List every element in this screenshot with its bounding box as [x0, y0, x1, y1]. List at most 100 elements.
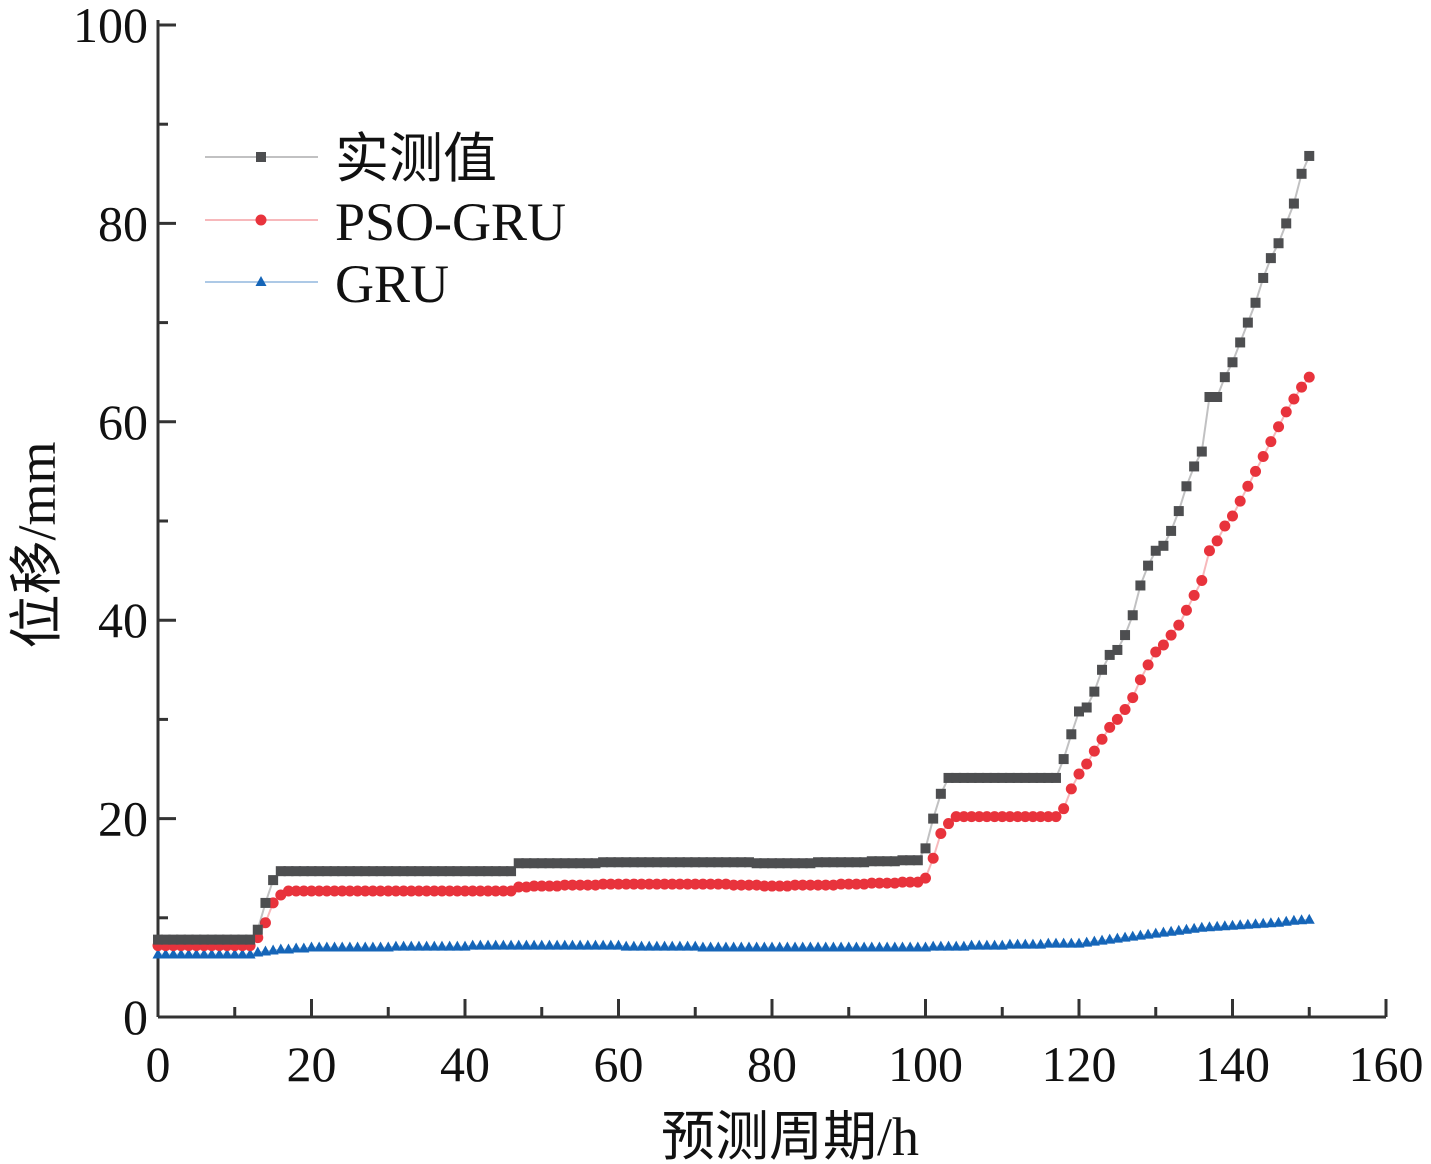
data-point-gru — [306, 941, 317, 952]
data-point-measured — [498, 866, 509, 877]
data-point-pso-gru — [490, 885, 502, 897]
data-point-gru — [267, 944, 279, 955]
data-point-pso-gru — [444, 885, 456, 897]
data-point-gru — [152, 948, 164, 959]
data-point-measured — [191, 934, 202, 945]
data-point-measured — [390, 866, 401, 877]
data-point-gru — [1142, 928, 1154, 939]
data-point-pso-gru — [306, 885, 317, 897]
data-point-measured — [329, 866, 340, 877]
data-point-pso-gru — [1150, 646, 1162, 658]
data-point-pso-gru — [643, 878, 655, 890]
data-point-pso-gru — [543, 880, 555, 892]
legend-item-measured: 实测值 — [205, 129, 497, 189]
legend-label-pso-gru: PSO-GRU — [335, 192, 566, 252]
data-point-measured — [1212, 392, 1223, 402]
data-point-measured — [797, 858, 808, 869]
data-point-measured — [375, 866, 386, 877]
data-point-pso-gru — [1203, 545, 1215, 557]
data-point-gru — [375, 941, 387, 952]
data-point-gru — [674, 940, 686, 951]
data-point-measured — [897, 855, 908, 866]
data-point-pso-gru — [904, 876, 916, 888]
data-point-gru — [566, 939, 578, 950]
data-point-measured — [153, 934, 163, 945]
x-tick-label: 40 — [440, 1036, 490, 1092]
data-point-pso-gru — [1111, 713, 1123, 725]
data-point-measured — [790, 858, 801, 869]
data-point-measured — [1296, 168, 1307, 179]
data-point-measured — [1304, 150, 1315, 161]
data-point-gru — [705, 941, 717, 952]
data-point-gru — [1150, 927, 1162, 938]
data-point-pso-gru — [413, 885, 425, 897]
data-point-measured — [352, 866, 363, 877]
y-axis-title: 位移/mm — [7, 441, 67, 648]
data-point-pso-gru — [1019, 811, 1031, 823]
data-point-pso-gru — [973, 811, 985, 823]
x-tick-label: 140 — [1195, 1036, 1270, 1092]
legend-marker-pso-gru — [255, 214, 267, 226]
data-point-pso-gru — [705, 878, 717, 890]
data-point-measured — [928, 813, 939, 824]
x-axis-title: 预测周期/h — [661, 1107, 919, 1164]
data-point-pso-gru — [743, 879, 755, 891]
series-gru — [152, 913, 1315, 959]
data-point-measured — [291, 866, 302, 877]
data-point-measured — [1020, 772, 1031, 783]
data-point-gru — [628, 940, 640, 951]
data-point-measured — [444, 866, 455, 877]
data-point-measured — [429, 866, 440, 877]
data-point-gru — [1219, 920, 1231, 931]
data-point-gru — [321, 941, 333, 952]
data-point-pso-gru — [1073, 768, 1085, 780]
data-point-measured — [651, 857, 662, 868]
data-point-measured — [1035, 772, 1046, 783]
data-point-measured — [1173, 506, 1184, 517]
data-point-pso-gru — [927, 852, 939, 864]
data-point-gru — [213, 948, 225, 959]
y-tick-label: 100 — [73, 0, 148, 53]
data-point-gru — [889, 941, 901, 952]
data-point-measured — [1097, 664, 1108, 675]
data-point-measured — [644, 857, 655, 868]
data-point-measured — [559, 858, 570, 869]
data-point-pso-gru — [659, 878, 671, 890]
data-point-pso-gru — [1142, 659, 1154, 671]
data-point-gru — [1111, 932, 1123, 943]
data-point-gru — [497, 939, 509, 950]
data-point-measured — [882, 856, 893, 867]
data-point-gru — [1012, 938, 1024, 949]
data-point-pso-gru — [1088, 745, 1100, 757]
data-point-gru — [398, 940, 410, 951]
data-point-gru — [1157, 926, 1169, 937]
data-point-pso-gru — [820, 879, 832, 891]
data-point-gru — [183, 948, 195, 959]
data-point-measured — [598, 857, 609, 868]
data-point-pso-gru — [474, 885, 486, 897]
data-point-measured — [421, 866, 432, 877]
data-point-measured — [367, 866, 378, 877]
data-point-gru — [198, 948, 210, 959]
data-point-pso-gru — [850, 878, 862, 890]
data-point-gru — [1004, 938, 1016, 949]
data-point-measured — [682, 857, 693, 868]
data-point-pso-gru — [981, 811, 993, 823]
data-point-gru — [751, 941, 763, 952]
data-point-measured — [966, 772, 977, 783]
data-point-measured — [1112, 644, 1123, 655]
data-point-pso-gru — [1081, 758, 1093, 770]
data-point-measured — [1288, 198, 1299, 209]
data-point-pso-gru — [1273, 421, 1285, 433]
data-point-measured — [667, 857, 678, 868]
data-point-pso-gru — [789, 879, 801, 891]
data-point-measured — [1273, 238, 1284, 249]
data-point-pso-gru — [1165, 629, 1177, 641]
data-point-pso-gru — [1288, 393, 1300, 405]
data-point-measured — [1143, 560, 1154, 571]
data-point-measured — [1189, 461, 1200, 472]
data-point-pso-gru — [1265, 436, 1277, 448]
data-point-measured — [713, 857, 724, 868]
data-point-pso-gru — [1296, 381, 1308, 393]
data-point-gru — [597, 939, 609, 950]
